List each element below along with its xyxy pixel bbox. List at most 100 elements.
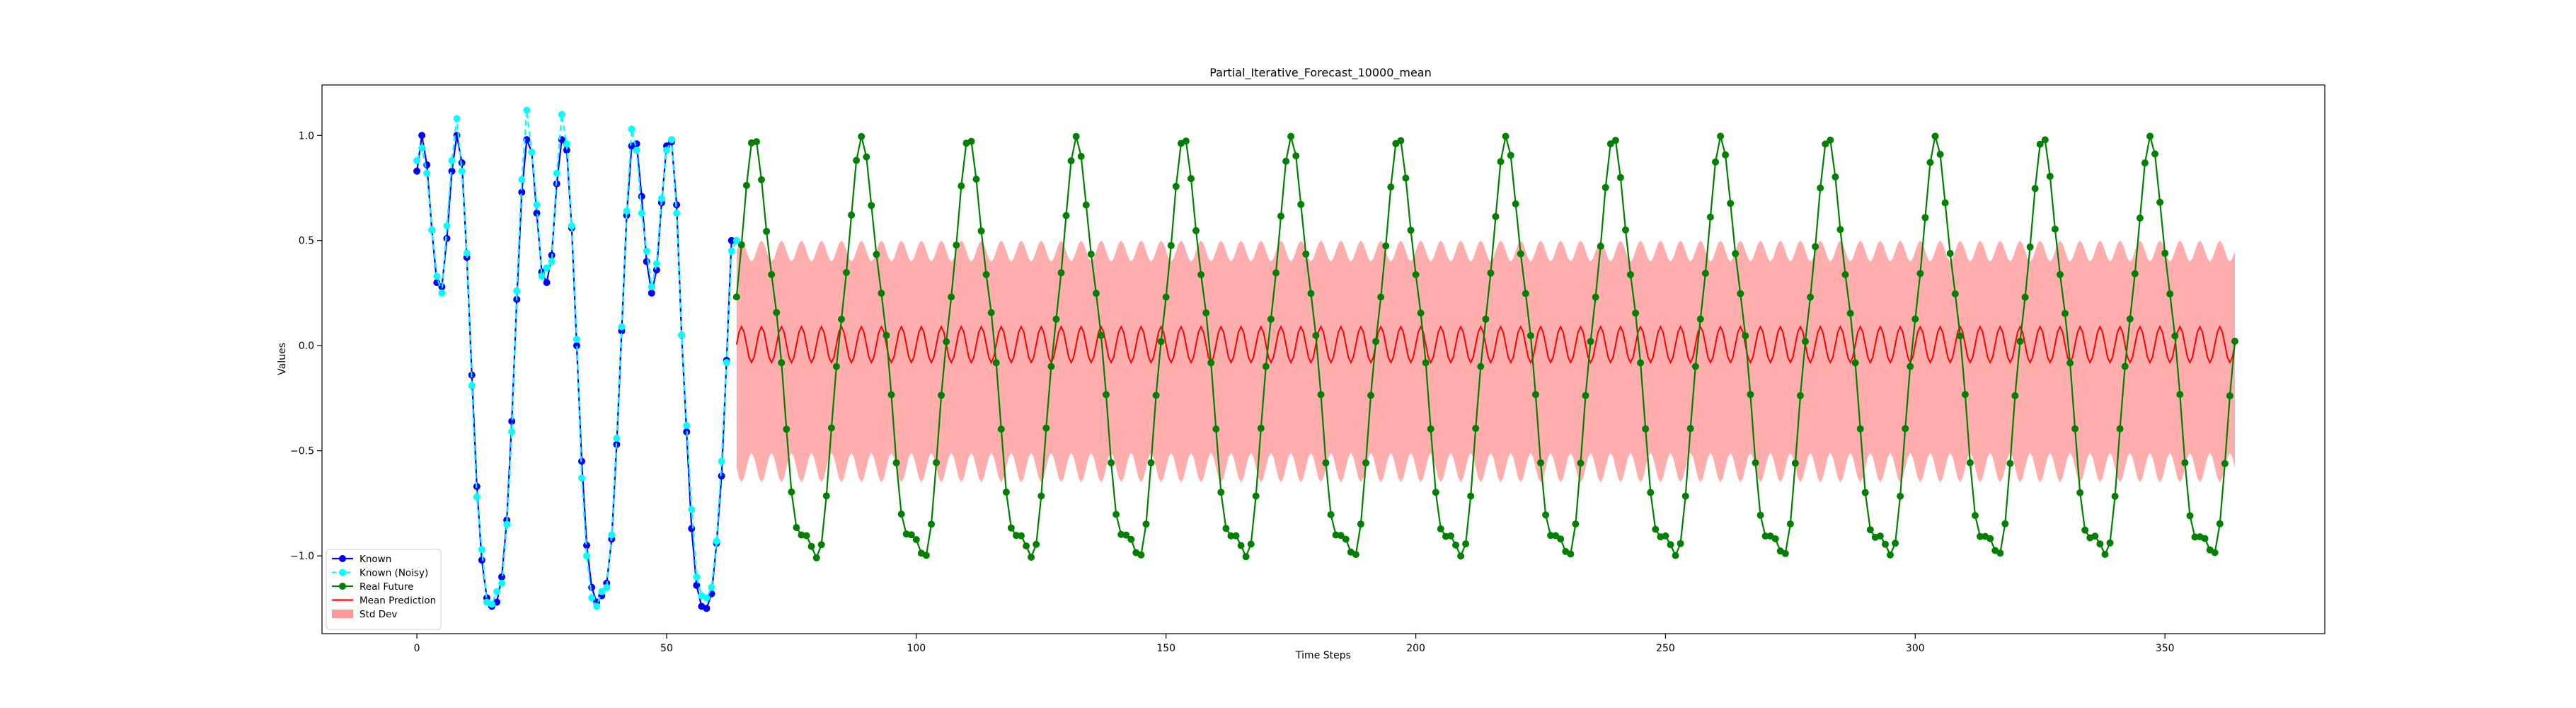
real-future-point xyxy=(2036,140,2044,148)
known-noisy-point xyxy=(688,506,696,513)
real-future-point xyxy=(1632,309,1640,317)
real-future-point xyxy=(732,293,740,301)
real-future-point xyxy=(1437,525,1444,532)
known-noisy-point xyxy=(628,125,636,133)
known-point xyxy=(638,193,645,200)
real-future-point xyxy=(1652,525,1660,533)
real-future-point xyxy=(1497,158,1505,166)
real-future-point xyxy=(1108,459,1115,467)
real-future-point xyxy=(1077,152,1085,160)
real-future-point xyxy=(1597,242,1604,250)
real-future-point xyxy=(1822,140,1829,148)
real-future-point xyxy=(1667,541,1674,549)
known-noisy-point xyxy=(583,552,591,560)
real-future-point xyxy=(2062,309,2069,317)
real-future-point xyxy=(897,510,905,518)
real-future-point xyxy=(1946,250,1954,257)
real-future-point xyxy=(1197,270,1205,278)
real-future-point xyxy=(1477,362,1485,370)
real-future-point xyxy=(1936,151,1944,158)
real-future-point xyxy=(1986,535,1994,542)
known-noisy-point xyxy=(533,201,541,209)
known-point xyxy=(508,418,516,426)
real-future-point xyxy=(1342,535,1350,543)
x-tick-label: 150 xyxy=(1156,643,1175,654)
known-noisy-point xyxy=(683,422,691,430)
real-future-point xyxy=(1062,212,1070,219)
real-future-point xyxy=(1042,424,1050,432)
real-future-point xyxy=(1407,227,1415,234)
real-future-point xyxy=(1686,425,1694,433)
known-noisy-point xyxy=(458,167,466,175)
real-future-point xyxy=(1427,425,1434,433)
real-future-point xyxy=(1362,459,1369,467)
real-future-point xyxy=(1662,532,1669,539)
real-future-point xyxy=(1207,359,1215,367)
real-future-point xyxy=(1611,137,1619,144)
real-future-point xyxy=(1712,158,1719,166)
real-future-point xyxy=(1322,459,1330,467)
real-future-point xyxy=(1222,525,1230,532)
known-noisy-point xyxy=(508,428,516,435)
known-noisy-point xyxy=(568,222,575,229)
known-point xyxy=(573,342,580,350)
real-future-point xyxy=(882,331,890,339)
real-future-point xyxy=(912,536,920,544)
real-future-point xyxy=(953,241,960,249)
known-point xyxy=(703,605,711,612)
real-future-point xyxy=(2026,243,2034,251)
known-noisy-point xyxy=(478,546,485,554)
real-future-point xyxy=(1033,540,1040,548)
real-future-point xyxy=(1112,510,1120,518)
legend-label: Known (Noisy) xyxy=(360,568,428,579)
real-future-point xyxy=(742,181,750,189)
real-future-point xyxy=(1647,489,1655,496)
real-future-point xyxy=(1761,532,1769,540)
real-future-point xyxy=(1472,425,1480,432)
real-future-point xyxy=(1087,251,1095,258)
real-future-point xyxy=(1797,392,1804,399)
real-future-point xyxy=(1926,159,1934,166)
y-tick-label: 1.0 xyxy=(299,130,314,142)
known-noisy-point xyxy=(593,603,601,610)
real-future-point xyxy=(943,338,950,346)
legend-entry: Mean Prediction xyxy=(332,595,436,607)
known-point xyxy=(563,147,570,154)
known-noisy-point xyxy=(648,283,655,291)
known-noisy-point xyxy=(518,176,526,183)
real-future-point xyxy=(1412,270,1420,278)
real-future-point xyxy=(982,270,990,278)
known-point xyxy=(458,159,466,166)
x-tick-label: 100 xyxy=(907,643,926,654)
real-future-point xyxy=(1232,532,1240,539)
x-tick-label: 200 xyxy=(1406,643,1425,654)
real-future-point xyxy=(2076,489,2084,496)
real-future-point xyxy=(1502,132,1510,140)
known-noisy-point xyxy=(732,236,740,244)
known-point xyxy=(448,167,456,175)
real-future-point xyxy=(1127,535,1135,543)
legend-marker xyxy=(339,583,346,590)
real-future-point xyxy=(1866,526,1874,534)
legend-entry: Known xyxy=(332,554,391,565)
real-future-point xyxy=(793,524,800,532)
real-future-point xyxy=(1382,242,1390,250)
real-future-point xyxy=(1517,250,1524,258)
known-noisy-point xyxy=(723,358,730,366)
known-noisy-point xyxy=(652,260,660,268)
real-future-point xyxy=(2071,425,2079,433)
real-future-point xyxy=(1367,392,1374,399)
real-future-point xyxy=(1397,137,1405,144)
real-future-point xyxy=(1717,132,1725,140)
real-future-point xyxy=(2106,539,2114,547)
real-future-point xyxy=(1691,362,1699,370)
real-future-point xyxy=(1977,532,1984,540)
real-future-point xyxy=(2166,290,2174,298)
real-future-point xyxy=(1531,391,1539,399)
real-future-point xyxy=(2221,459,2229,467)
known-noisy-point xyxy=(608,531,616,539)
known-noisy-point xyxy=(503,520,511,528)
real-future-point xyxy=(1457,552,1465,560)
real-future-point xyxy=(1082,201,1090,209)
real-future-point xyxy=(1956,332,1964,340)
